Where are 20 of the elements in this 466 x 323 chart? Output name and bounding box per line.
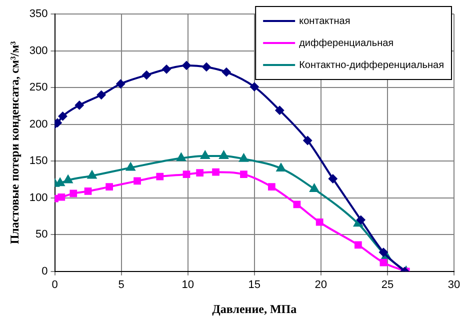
y-tick-label: 50 bbox=[36, 228, 48, 241]
legend-label: Контактно-дифференциальная bbox=[299, 60, 444, 71]
x-axis-title: Давление, МПа bbox=[212, 302, 297, 316]
x-tick-label: 15 bbox=[248, 279, 260, 292]
x-tick-label: 20 bbox=[314, 279, 328, 292]
y-tick-label: 100 bbox=[29, 192, 48, 204]
x-tick-label: 30 bbox=[448, 279, 460, 292]
y-tick-label: 200 bbox=[29, 118, 48, 130]
x-tick-label: 0 bbox=[52, 279, 58, 292]
legend-label: дифференциальная bbox=[299, 38, 394, 49]
y-tick-label: 350 bbox=[29, 8, 48, 20]
y-tick-label: 150 bbox=[29, 155, 48, 168]
y-tick-label: 300 bbox=[29, 44, 48, 57]
x-tick-label: 5 bbox=[118, 279, 124, 292]
x-tick-label: 10 bbox=[182, 279, 194, 292]
legend-label: контактная bbox=[299, 16, 350, 27]
x-tick-label: 25 bbox=[381, 279, 394, 292]
y-axis-title: Пластовые потери конденсата, см³/м³ bbox=[7, 40, 22, 244]
y-tick-label: 250 bbox=[29, 82, 48, 94]
y-tick-label: 0 bbox=[42, 265, 48, 278]
